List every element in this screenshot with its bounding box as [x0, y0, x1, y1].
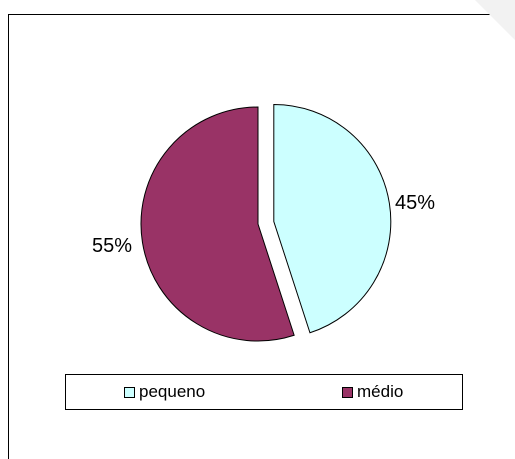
- page-corner-shade: [475, 0, 515, 40]
- legend-swatch-pequeno: [124, 386, 135, 398]
- data-label-pequeno: 45%: [395, 192, 435, 214]
- legend-label-pequeno: pequeno: [139, 382, 206, 401]
- pie-slice-medio: [140, 106, 295, 342]
- legend-item-pequeno: pequeno: [124, 375, 205, 409]
- legend-label-medio: médio: [357, 382, 404, 401]
- legend-item-medio: médio: [342, 375, 403, 409]
- pie-slice-pequeno: [273, 103, 392, 334]
- data-label-medio: 55%: [92, 235, 132, 257]
- chart-legend: pequeno médio: [65, 374, 463, 410]
- legend-swatch-medio: [342, 386, 353, 398]
